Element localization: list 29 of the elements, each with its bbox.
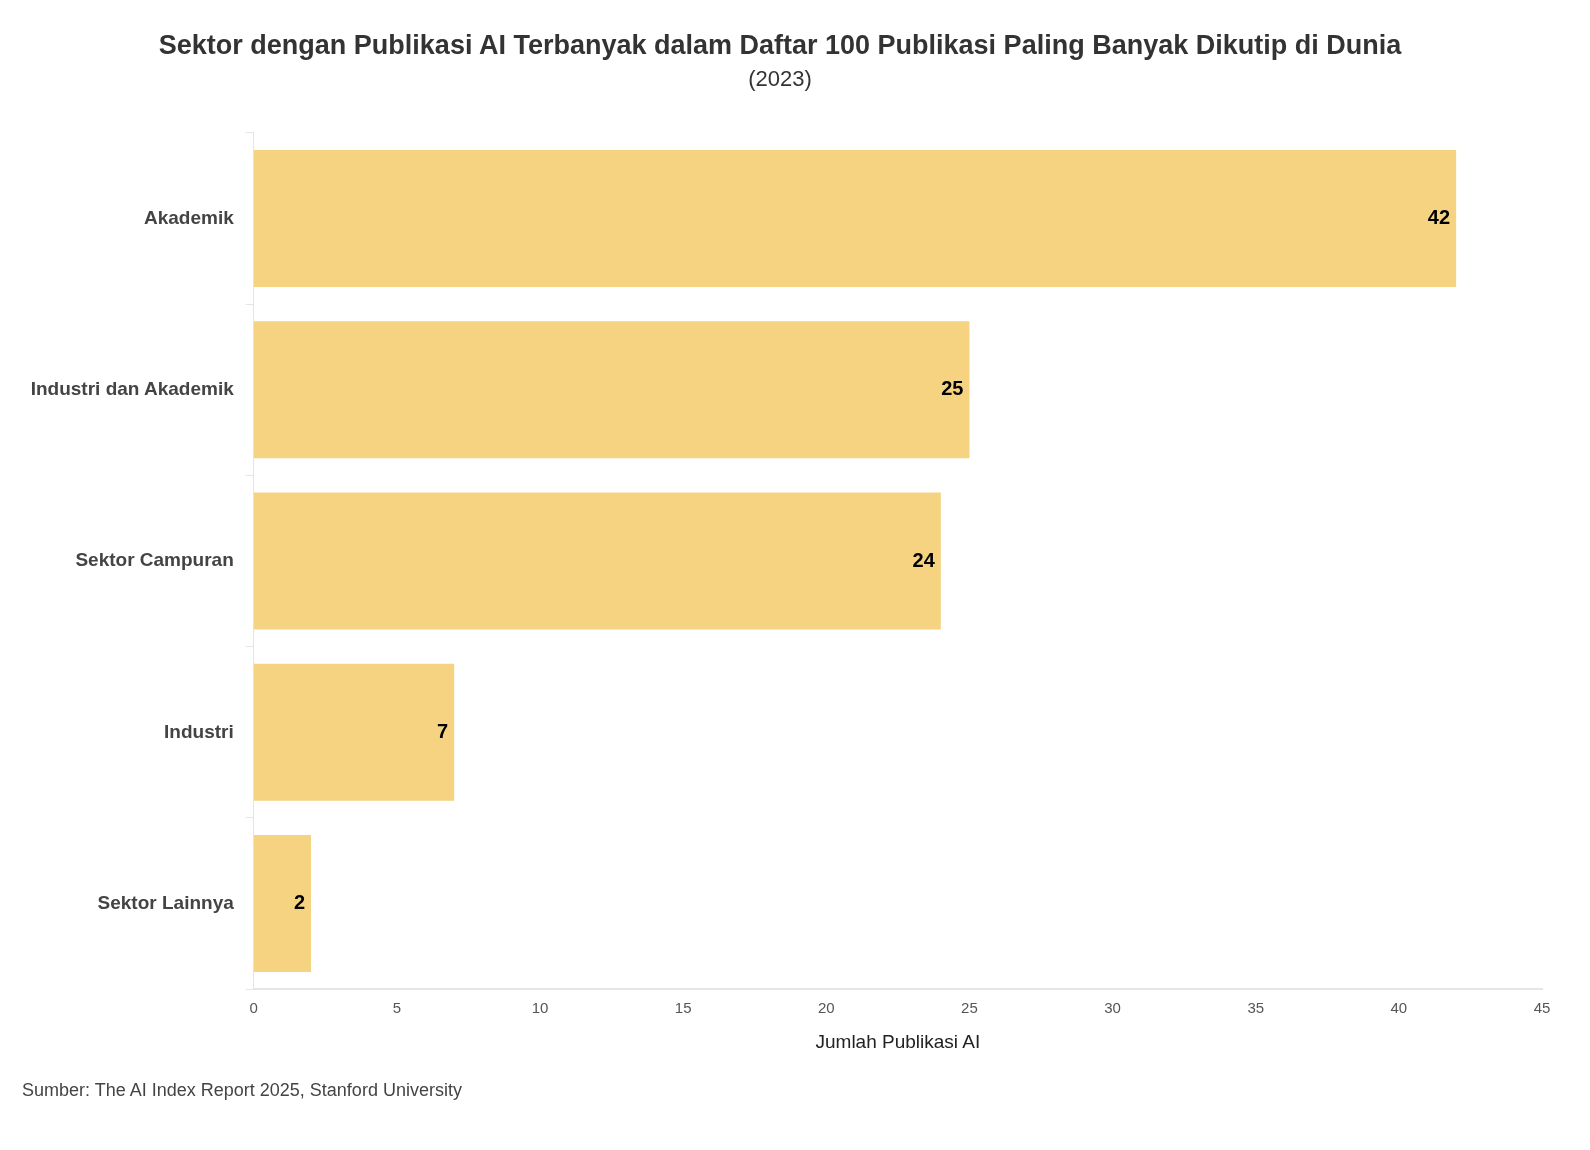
x-tick-label: 30 <box>1104 999 1121 1017</box>
x-tick-label: 35 <box>1247 999 1265 1017</box>
y-tick-label: Industri <box>164 720 234 742</box>
x-tick-label: 0 <box>249 999 258 1017</box>
data-label: 2 <box>293 891 306 914</box>
data-label: 7 <box>437 719 449 742</box>
data-label: 24 <box>912 548 936 571</box>
bar <box>253 149 1457 287</box>
x-tick-label: 20 <box>817 999 835 1017</box>
y-tick-label: Sektor Lainnya <box>97 891 235 913</box>
data-label: 25 <box>941 377 964 400</box>
x-axis-title: Jumlah Publikasi AI <box>815 1030 981 1052</box>
y-tick-label: Akademik <box>143 206 235 228</box>
bar <box>253 663 455 801</box>
bar <box>253 321 970 459</box>
text: Sumber: The AI Index Report 2025, Stanford University <box>22 1080 463 1101</box>
bar <box>253 492 941 630</box>
x-tick-label: 25 <box>961 999 978 1017</box>
y-tick-label: Industri dan Akademik <box>30 377 235 399</box>
x-tick-label: 40 <box>1390 999 1408 1017</box>
bar <box>253 835 312 973</box>
x-tick-label: 10 <box>531 999 549 1017</box>
chart-subtitle: (2023) <box>748 65 812 91</box>
x-tick-label: 45 <box>1533 999 1551 1017</box>
y-tick-label: Sektor Campuran <box>75 549 234 571</box>
x-tick-label: 5 <box>392 999 402 1017</box>
chart-title: Sektor dengan Publikasi AI Terbanyak dalam Daftar 100 Publikasi Paling Banyak Dikutip di Dunia <box>158 29 1403 60</box>
x-tick-label: 15 <box>674 999 692 1017</box>
data-label: 42 <box>1427 205 1451 228</box>
